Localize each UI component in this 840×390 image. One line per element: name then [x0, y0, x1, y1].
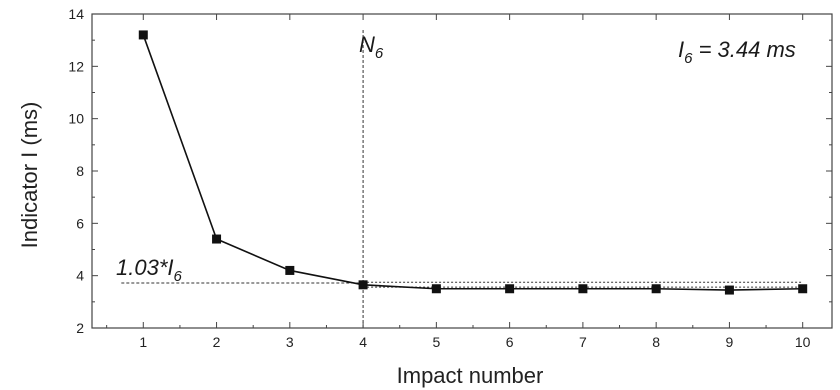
data-point: [285, 265, 295, 275]
vertical-marker-sub: 6: [375, 45, 384, 62]
value-annotation-main: I: [678, 37, 684, 62]
x-tick-label: 9: [726, 334, 734, 350]
x-tick-label: 7: [579, 334, 587, 350]
y-axis-title: Indicator I (ms): [17, 102, 42, 249]
y-tick-label: 8: [76, 163, 84, 179]
data-point: [505, 284, 515, 294]
value-annotation-sub: 6: [684, 50, 693, 67]
y-tick-label: 10: [68, 111, 84, 127]
y-tick-label: 14: [68, 6, 84, 22]
series-line: [142, 34, 803, 291]
data-point: [212, 234, 222, 244]
value-annotation: I6 = 3.44 ms: [678, 37, 796, 67]
threshold-annotation-sub: 6: [174, 268, 183, 285]
vertical-marker-main: N: [359, 32, 375, 57]
x-axis-title: Impact number: [397, 363, 544, 388]
x-tick-label: 8: [652, 334, 660, 350]
data-point: [651, 284, 661, 294]
x-tick-label: 4: [359, 334, 367, 350]
data-point: [138, 30, 148, 40]
data-point: [431, 284, 441, 294]
x-tick-label: 6: [506, 334, 514, 350]
data-point: [798, 284, 808, 294]
y-tick-label: 12: [68, 58, 84, 74]
value-annotation-rest: = 3.44 ms: [692, 37, 795, 62]
x-tick-label: 2: [213, 334, 221, 350]
y-tick-label: 2: [76, 320, 84, 336]
data-point: [578, 284, 588, 294]
data-point: [724, 285, 734, 295]
data-point: [358, 280, 368, 290]
y-tick-label: 4: [76, 268, 84, 284]
threshold-annotation-main: 1.03*I: [116, 255, 174, 280]
threshold-annotation: 1.03*I6: [116, 255, 183, 285]
x-tick-label: 10: [795, 334, 811, 350]
x-tick-label: 5: [432, 334, 440, 350]
y-tick-label: 6: [76, 215, 84, 231]
vertical-marker-annotation: N6: [359, 32, 384, 62]
x-tick-label: 3: [286, 334, 294, 350]
x-tick-label: 1: [139, 334, 147, 350]
